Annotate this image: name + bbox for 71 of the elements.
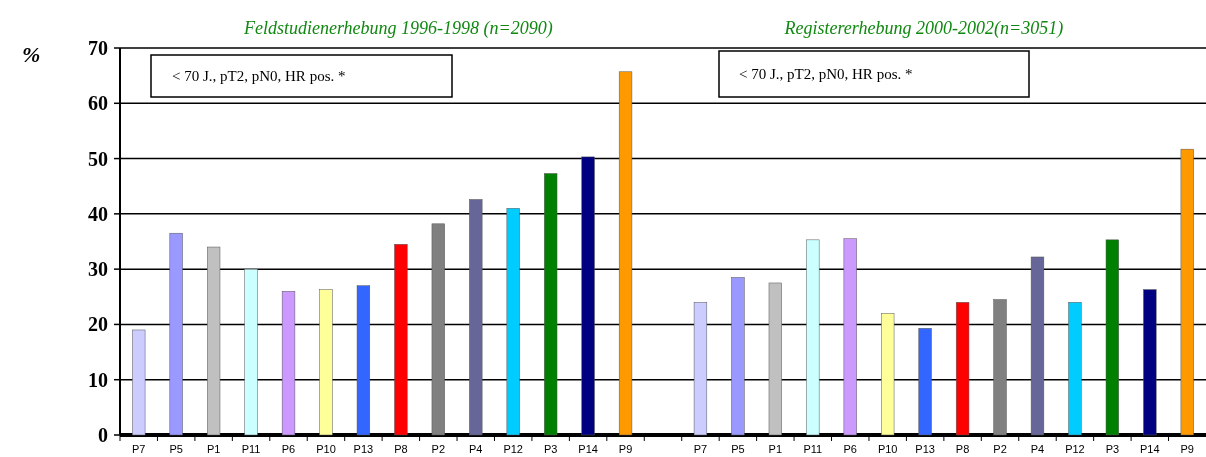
bar (394, 244, 408, 436)
y-tick-label: 20 (88, 313, 108, 336)
x-tick-label: P4 (469, 443, 483, 455)
x-tick-label: P13 (353, 443, 374, 455)
bar (918, 328, 932, 436)
text: Feldstudienerhebung 1996-1998 (n=2090) (242, 18, 553, 39)
bar (319, 289, 333, 436)
x-tick-label: P7 (131, 443, 146, 455)
y-axis-title: % (22, 42, 41, 67)
bar (993, 299, 1007, 436)
bar (693, 302, 708, 436)
x-tick-label: P10 (316, 443, 336, 455)
y-tick-label: 0 (98, 424, 108, 446)
bar (1180, 148, 1194, 436)
y-tick-label: 10 (88, 368, 108, 391)
x-tick-label: P11 (803, 443, 823, 455)
x-tick-label: P14 (578, 443, 598, 455)
x-tick-label: P10 (877, 443, 898, 455)
bar (1030, 256, 1045, 436)
x-tick-label: P5 (731, 443, 745, 455)
bar (132, 329, 146, 436)
x-tick-label: P8 (955, 443, 970, 455)
bar (955, 302, 970, 436)
y-tick-label: 50 (88, 147, 108, 170)
bar (881, 313, 895, 436)
x-tick-label: P14 (1140, 443, 1160, 455)
bar (431, 223, 445, 436)
x-tick-label: P11 (241, 443, 261, 455)
bar (581, 156, 595, 436)
bar (843, 238, 857, 436)
x-tick-label: P7 (693, 443, 708, 455)
annotation: < 70 J., pT2, pN0, HR pos. * (739, 66, 913, 82)
x-tick-label: P8 (394, 443, 408, 455)
bar (768, 282, 782, 436)
bar (169, 232, 183, 436)
bar (244, 268, 258, 436)
bar (618, 71, 633, 436)
y-tick-label: 60 (88, 92, 108, 115)
note-box: < 70 J., pT2, pN0, HR pos. * (718, 50, 1030, 98)
x-tick-label: P2 (993, 443, 1007, 455)
bar (207, 246, 221, 436)
x-tick-label: P9 (1180, 443, 1195, 455)
x-tick-label: P3 (1105, 443, 1120, 455)
x-tick-label: P1 (206, 443, 221, 455)
text: Registererhebung 2000-2002(n=3051) (783, 18, 1064, 39)
x-tick-label: P2 (431, 443, 446, 455)
x-tick-label: P6 (843, 443, 857, 455)
annotation: < 70 J., pT2, pN0, HR pos. * (172, 68, 346, 84)
x-tick-label: P12 (503, 443, 523, 455)
y-tick-label: 40 (88, 202, 108, 225)
bar (544, 173, 558, 436)
bar (1105, 239, 1119, 436)
bar (281, 291, 296, 436)
note-box: < 70 J., pT2, pN0, HR pos. * (150, 54, 453, 98)
x-tick-label: P6 (281, 443, 296, 455)
bar (731, 277, 745, 436)
bar (469, 199, 483, 436)
bar (806, 239, 820, 436)
bar (506, 208, 520, 436)
y-tick-label: 30 (88, 258, 108, 281)
x-tick-label: P13 (915, 443, 935, 455)
x-tick-label: P4 (1030, 443, 1045, 455)
x-tick-label: P3 (543, 443, 558, 455)
y-tick-label: 70 (88, 37, 108, 59)
x-tick-label: P12 (1065, 443, 1085, 455)
x-tick-label: P5 (169, 443, 183, 455)
bar (1143, 289, 1157, 436)
bar (1068, 302, 1082, 436)
x-tick-label: P1 (768, 443, 783, 455)
bar (356, 285, 371, 436)
x-tick-label: P9 (618, 443, 633, 455)
